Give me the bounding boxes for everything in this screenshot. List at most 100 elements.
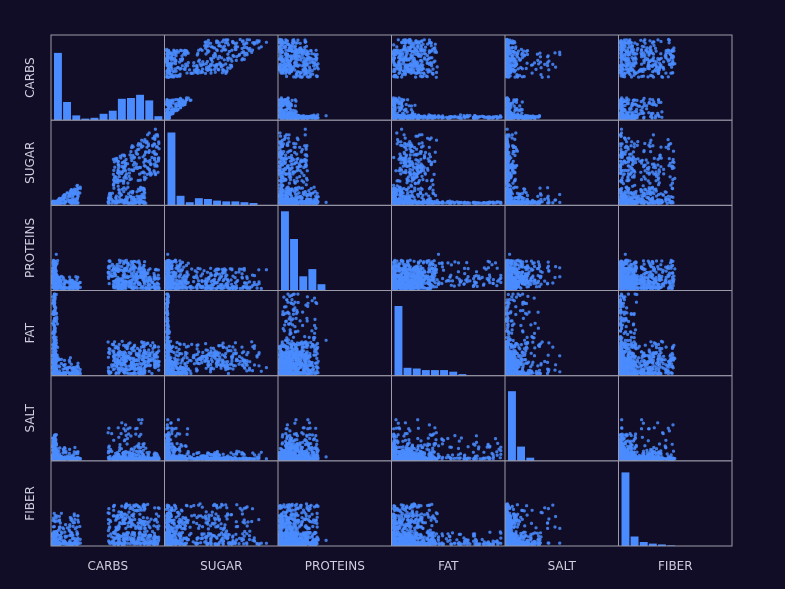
scatter-point — [293, 181, 297, 185]
scatter-point — [165, 62, 169, 66]
scatter-point — [150, 172, 154, 176]
scatter-point — [646, 75, 650, 79]
scatter-point — [619, 115, 623, 119]
scatter-point — [71, 199, 75, 203]
scatter-point — [499, 115, 503, 119]
scatter-point — [278, 115, 282, 119]
scatter-point — [512, 98, 516, 102]
scatter-point — [222, 38, 226, 42]
scatter-point — [520, 53, 524, 57]
scatter-point — [300, 148, 304, 152]
scatter-point — [303, 201, 307, 205]
scatter-point — [654, 49, 658, 53]
scatter-point — [510, 45, 515, 50]
scatter-point — [165, 98, 169, 102]
scatter-point — [221, 63, 225, 67]
scatter-point — [417, 69, 421, 73]
scatter-point — [545, 61, 550, 65]
scatter-point — [233, 47, 237, 52]
scatter-point — [420, 60, 424, 64]
scatter-point — [154, 133, 158, 137]
scatter-point — [278, 141, 282, 145]
scatter-point — [206, 38, 210, 42]
scatter-point — [511, 59, 515, 64]
scatter-point — [558, 50, 562, 54]
scatter-point — [426, 42, 430, 46]
scatter-point — [412, 59, 416, 64]
scatter-point — [658, 66, 662, 70]
scatter-point — [513, 64, 517, 68]
scatter-point — [111, 157, 115, 161]
scatter-point — [225, 38, 229, 42]
scatter-point — [302, 173, 306, 178]
scatter-point — [302, 56, 306, 60]
scatter-point — [129, 194, 133, 198]
scatter-point — [117, 188, 121, 192]
scatter-point — [396, 48, 400, 52]
scatter-point — [285, 101, 290, 106]
scatter-point — [315, 74, 319, 78]
scatter-point — [622, 40, 626, 44]
scatter-point — [123, 169, 128, 173]
scatter-point — [524, 66, 528, 71]
scatter-point — [414, 75, 418, 79]
scatter-point — [297, 54, 301, 59]
scatter-point — [651, 59, 655, 63]
scatter-point — [292, 75, 296, 79]
scatter-point — [299, 200, 303, 204]
scatter-point — [142, 171, 146, 175]
scatter-point — [392, 55, 396, 59]
scatter-point — [434, 75, 438, 79]
scatter-point — [186, 61, 190, 65]
scatter-point — [134, 162, 138, 166]
scatter-point — [406, 98, 410, 102]
scatter-point — [620, 106, 624, 111]
scatter-point — [129, 200, 133, 204]
scatter-point — [513, 46, 518, 51]
scatter-point — [246, 47, 250, 51]
scatter-point — [651, 56, 656, 60]
scatter-point — [217, 54, 222, 59]
scatter-point — [297, 185, 301, 189]
scatter-point — [124, 201, 128, 205]
scatter-point — [667, 41, 671, 45]
scatter-point — [413, 46, 417, 50]
scatter-point — [112, 168, 116, 172]
scatter-point — [308, 197, 312, 202]
scatter-point — [305, 63, 309, 67]
scatter-point — [657, 114, 661, 119]
scatter-point — [188, 98, 192, 102]
scatter-point — [63, 200, 67, 204]
scatter-point — [282, 150, 286, 154]
scatter-point — [299, 58, 303, 62]
scatter-point — [299, 158, 303, 162]
scatter-point — [392, 43, 396, 47]
scatter-point — [654, 103, 658, 107]
scatter-point — [213, 64, 217, 68]
scatter-point — [520, 108, 524, 112]
scatter-point — [647, 59, 652, 64]
scatter-point — [631, 68, 635, 72]
scatter-point — [215, 41, 219, 45]
scatter-point — [392, 61, 396, 65]
scatter-point — [553, 51, 557, 55]
scatter-point — [488, 116, 492, 120]
scatter-point — [280, 39, 284, 44]
scatter-point — [433, 46, 437, 50]
scatter-point — [205, 59, 209, 64]
scatter-point — [554, 65, 558, 69]
scatter-point — [538, 55, 543, 59]
scatter-point — [427, 113, 431, 117]
scatter-point — [293, 104, 297, 108]
scatter-point — [302, 180, 306, 184]
scatter-point — [280, 60, 284, 64]
scatter-point — [465, 115, 469, 119]
scatter-point — [130, 191, 134, 195]
scatter-point — [144, 141, 149, 145]
scatter-point — [296, 168, 300, 172]
scatter-point — [394, 75, 398, 79]
scatter-point — [304, 147, 308, 151]
scatter-point — [295, 41, 299, 45]
scatter-point — [59, 200, 63, 204]
scatter-point — [170, 75, 174, 79]
